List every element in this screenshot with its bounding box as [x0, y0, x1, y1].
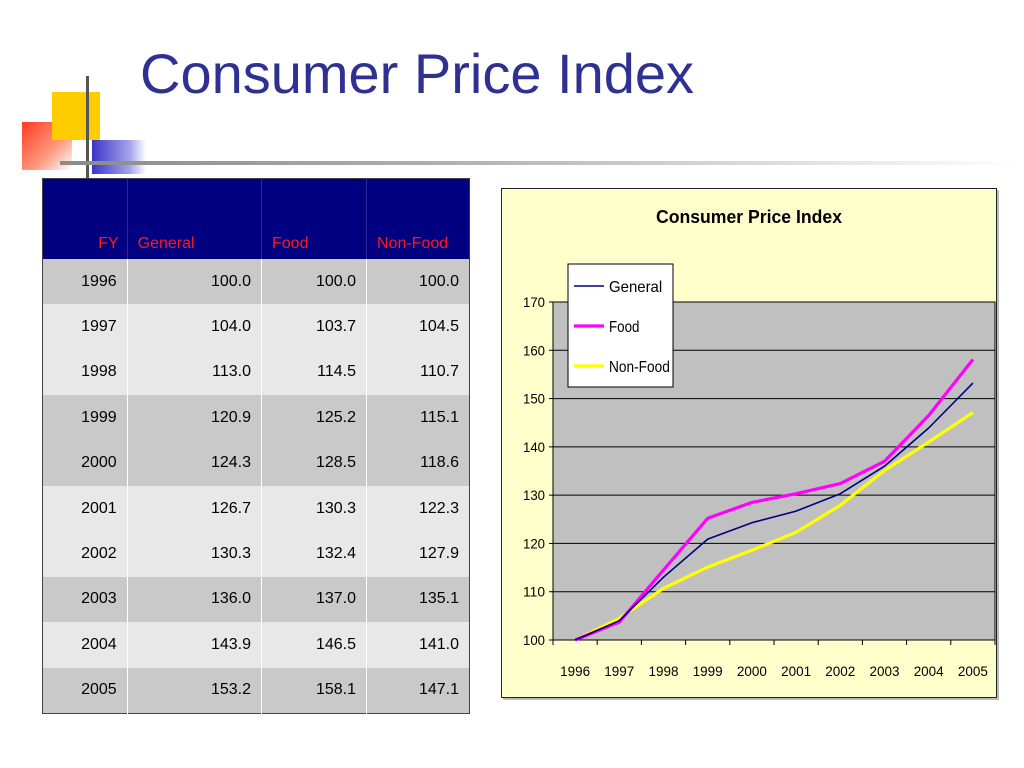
- y-tick-label: 160: [523, 342, 545, 358]
- series-line-food: [574, 358, 975, 642]
- table-row: 1998 113.0 114.5 110.7: [42, 349, 470, 396]
- cell-food: 158.1: [261, 667, 367, 714]
- cell-fy: 1996: [42, 259, 128, 305]
- cell-fy: 2004: [42, 622, 128, 668]
- decor-vertical-rule: [86, 76, 89, 178]
- cell-non-food: 141.0: [366, 622, 470, 668]
- y-tick-label: 100: [523, 632, 545, 648]
- cell-food: 128.5: [261, 440, 367, 486]
- cell-fy: 2002: [42, 531, 128, 577]
- cell-fy: 2005: [42, 667, 128, 714]
- x-tick-label: 2005: [958, 663, 988, 679]
- legend-label: Non-Food: [609, 359, 670, 376]
- table-row: 1999 120.9 125.2 115.1: [42, 395, 470, 441]
- header-food: Food: [261, 178, 367, 259]
- cell-food: 137.0: [261, 576, 367, 623]
- table-row: 1996 100.0 100.0 100.0: [42, 259, 470, 305]
- cell-fy: 1999: [42, 395, 128, 441]
- legend-label: General: [609, 279, 662, 296]
- x-tick-label: 2002: [825, 663, 855, 679]
- x-tick-label: 1998: [649, 663, 679, 679]
- title-underline-rule: [60, 161, 1024, 165]
- cpi-chart: Consumer Price Index 100 110 120 130 140 150 16…: [501, 188, 997, 698]
- cell-non-food: 118.6: [366, 440, 470, 486]
- cell-non-food: 127.9: [366, 531, 470, 577]
- cell-food: 146.5: [261, 622, 367, 668]
- page-title: Consumer Price Index: [140, 42, 695, 105]
- cell-non-food: 104.5: [366, 304, 470, 350]
- cell-non-food: 100.0: [366, 259, 470, 305]
- cell-non-food: 135.1: [366, 576, 470, 623]
- cell-general: 153.2: [127, 667, 263, 714]
- cell-general: 113.0: [127, 349, 263, 396]
- cell-general: 104.0: [127, 304, 263, 350]
- y-tick-label: 140: [523, 439, 545, 455]
- x-tick-label: 1997: [604, 663, 634, 679]
- x-tick-label: 2000: [737, 663, 767, 679]
- cell-general: 126.7: [127, 485, 263, 532]
- cell-general: 120.9: [127, 395, 263, 441]
- y-tick-label: 120: [523, 535, 545, 551]
- cell-fy: 2000: [42, 440, 128, 486]
- cell-food: 130.3: [261, 485, 367, 532]
- series-line-non-food: [574, 411, 974, 642]
- cell-general: 143.9: [127, 622, 263, 668]
- table-row: 2002 130.3 132.4 127.9: [42, 531, 470, 577]
- header-non-food: Non-Food: [366, 178, 470, 259]
- cell-non-food: 115.1: [366, 395, 470, 441]
- cpi-chart-svg: Consumer Price Index 100 110 120 130 140 150 16…: [523, 207, 996, 679]
- cell-general: 136.0: [127, 576, 263, 623]
- series-line-general: [574, 382, 974, 641]
- table-row: 2003 136.0 137.0 135.1: [42, 576, 470, 623]
- table-row: 2004 143.9 146.5 141.0: [42, 622, 470, 668]
- cell-food: 103.7: [261, 304, 367, 350]
- cell-general: 130.3: [127, 531, 263, 577]
- header-general: General: [127, 178, 263, 259]
- table-row: 1997 104.0 103.7 104.5: [42, 304, 470, 350]
- cell-food: 132.4: [261, 531, 367, 577]
- table-row: 2005 153.2 158.1 147.1: [42, 667, 470, 714]
- table-row: 2000 124.3 128.5 118.6: [42, 440, 470, 486]
- table-header-row: FY General Food Non-Food: [42, 178, 470, 259]
- cell-fy: 1997: [42, 304, 128, 350]
- chart-title: Consumer Price Index: [656, 207, 842, 227]
- x-tick-label: 2003: [870, 663, 900, 679]
- cell-general: 124.3: [127, 440, 263, 486]
- cell-general: 100.0: [127, 259, 263, 305]
- cell-food: 100.0: [261, 259, 367, 305]
- cell-fy: 2001: [42, 485, 128, 532]
- legend-label: Food: [609, 319, 639, 336]
- y-tick-label: 110: [523, 584, 545, 600]
- cell-non-food: 147.1: [366, 667, 470, 714]
- cell-fy: 2003: [42, 576, 128, 623]
- cell-fy: 1998: [42, 349, 128, 396]
- decor-yellow-square: [52, 92, 100, 140]
- cell-non-food: 122.3: [366, 485, 470, 532]
- decor-blue-bar: [92, 140, 146, 174]
- cell-food: 114.5: [261, 349, 367, 396]
- x-tick-label: 2004: [914, 663, 944, 679]
- cell-food: 125.2: [261, 395, 367, 441]
- y-tick-label: 170: [523, 294, 545, 310]
- cell-non-food: 110.7: [366, 349, 470, 396]
- x-tick-label: 1999: [693, 663, 723, 679]
- cpi-data-table: FY General Food Non-Food 1996 100.0 100.0 1…: [42, 178, 470, 714]
- y-tick-label: 150: [523, 391, 545, 407]
- table-row: 2001 126.7 130.3 122.3: [42, 485, 470, 532]
- x-tick-label: 1996: [560, 663, 590, 679]
- header-fy: FY: [42, 178, 128, 259]
- x-tick-label: 2001: [781, 663, 811, 679]
- y-tick-label: 130: [523, 487, 545, 503]
